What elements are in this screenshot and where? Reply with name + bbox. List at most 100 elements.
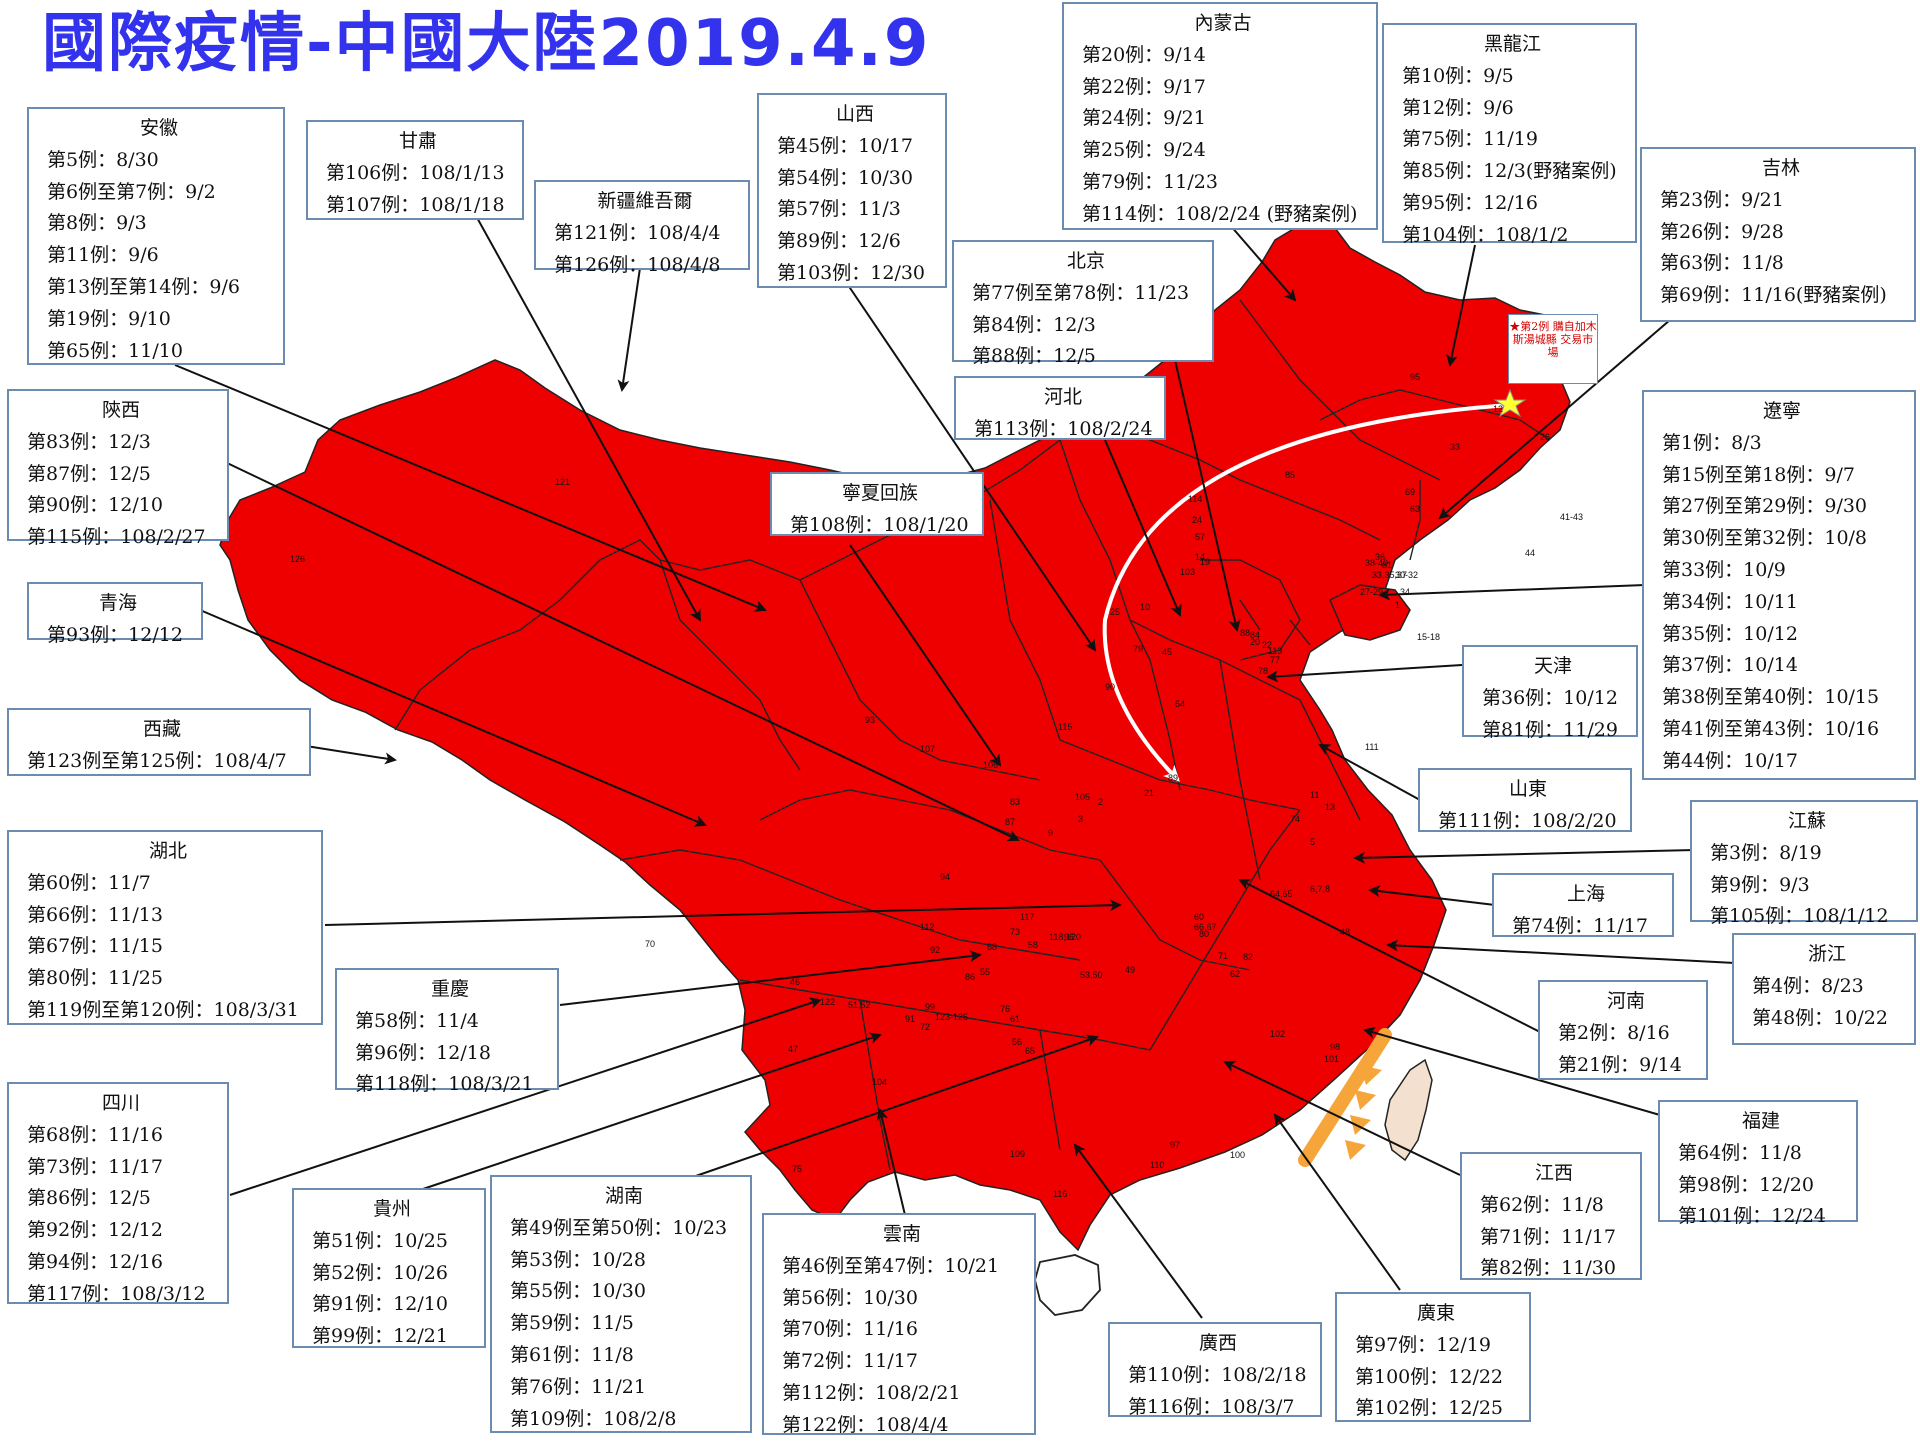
region-box-qinghai: 青海 第93例：12/12 [27, 582, 203, 646]
case-line: 第106例：108/1/13 [326, 161, 505, 184]
case-line: 第118例：108/3/21 [355, 1073, 534, 1096]
map-case-label: 48 [1340, 927, 1350, 937]
map-case-label: 64,65 [1270, 889, 1293, 899]
region-name: 黑龍江 [1483, 33, 1541, 55]
case-line: 第41例至第43例：10/16 [1662, 717, 1880, 740]
case-line: 第102例：12/25 [1355, 1397, 1504, 1420]
case-line: 第63例：11/8 [1660, 252, 1784, 275]
map-case-label: 49 [1125, 965, 1135, 975]
hainan-shape [1034, 1254, 1101, 1316]
case-line: 第99例：12/21 [312, 1325, 448, 1348]
map-case-label: 5 [1310, 837, 1315, 847]
map-case-label: 118,120 [1049, 932, 1081, 942]
region-name: 西藏 [142, 718, 181, 740]
region-box-zhejiang: 浙江 第4例：8/23 第48例：10/22 [1732, 933, 1916, 1045]
map-case-label: 68 [987, 942, 997, 952]
case-line: 第123例至第125例：108/4/7 [27, 749, 287, 772]
case-line: 第3例：8/19 [1710, 841, 1822, 864]
region-name: 貴州 [372, 1198, 411, 1220]
map-case-label: 63 [1410, 504, 1420, 514]
map-case-label: 11 [1310, 790, 1319, 800]
case-line: 第85例：12/3(野豬案例) [1402, 160, 1617, 183]
map-case-label: 54 [1175, 699, 1185, 709]
case-line: 第109例：108/2/8 [510, 1407, 677, 1430]
case-line: 第98例：12/20 [1678, 1173, 1814, 1196]
region-name: 四川 [101, 1092, 140, 1114]
case-line: 第48例：10/22 [1752, 1006, 1888, 1029]
case-line: 第55例：10/30 [510, 1280, 646, 1303]
case-line: 第115例：108/2/27 [27, 526, 206, 549]
region-box-yunnan: 雲南 第46例至第47例：10/21 第56例：10/30 第70例：11/16… [762, 1213, 1036, 1436]
map-case-label: 109 [1010, 1149, 1025, 1159]
region-name: 新疆維吾爾 [597, 190, 693, 212]
map-case-label: 81 [1382, 560, 1392, 570]
case-line: 第49例至第50例：10/23 [510, 1216, 728, 1239]
map-case-label: 83 [1010, 797, 1020, 807]
alert-arc [1298, 1028, 1392, 1167]
map-case-label: 71 [1218, 951, 1228, 961]
case-line: 第88例：12/5 [972, 345, 1096, 368]
map-case-label: 97 [1170, 1140, 1180, 1150]
case-line: 第79例：11/23 [1082, 170, 1218, 193]
case2-source-note: ★第2例 購自加木 斯湯城縣 交易市場 [1508, 314, 1598, 384]
case-line: 第93例：12/12 [47, 623, 183, 646]
map-case-label: 44 [1525, 548, 1535, 558]
case-line: 第111例：108/2/20 [1438, 809, 1617, 832]
map-case-label: 96 [1064, 932, 1074, 942]
case-line: 第100例：12/22 [1355, 1365, 1504, 1388]
map-case-label: 101 [1324, 1054, 1339, 1064]
map-case-label: 79 [1133, 644, 1143, 654]
case-line: 第36例：10/12 [1482, 686, 1618, 709]
region-name: 浙江 [1807, 943, 1846, 965]
map-case-label: 126 [290, 554, 305, 564]
map-case-label: 122 [820, 997, 835, 1007]
case-line: 第8例：9/3 [47, 212, 147, 235]
map-case-label: 76 [1000, 1004, 1010, 1014]
region-name: 山東 [1508, 778, 1547, 800]
region-name: 廣東 [1416, 1302, 1455, 1324]
region-name: 天津 [1533, 655, 1572, 677]
region-box-guangdong: 廣東 第97例：12/19 第100例：12/22 第102例：12/25 [1335, 1292, 1531, 1422]
case-line: 第53例：10/28 [510, 1248, 646, 1271]
case-line: 第89例：12/6 [777, 230, 901, 253]
map-case-label: 33,35,37 [1372, 570, 1407, 580]
map-case-label: 13 [1325, 802, 1335, 812]
region-box-tibet: 西藏 第123例至第125例：108/4/7 [7, 708, 311, 776]
case-line: 第104例：108/1/2 [1402, 223, 1569, 246]
case-line: 第60例：11/7 [27, 871, 151, 894]
region-name: 福建 [1741, 1110, 1780, 1132]
region-box-shandong: 山東 第111例：108/2/20 [1418, 768, 1632, 832]
map-case-label: 62 [1230, 969, 1240, 979]
region-box-shanghai: 上海 第74例：11/17 [1492, 873, 1674, 937]
region-box-liaoning: 遼寧 第1例：8/3 第15例至第18例：9/7 第27例至第29例：9/30 … [1642, 390, 1916, 780]
map-case-label: 19 [1200, 557, 1210, 567]
map-case-label: 115 [1058, 722, 1072, 732]
map-case-label: 88 [1240, 628, 1250, 638]
case-line: 第112例：108/2/21 [782, 1381, 961, 1404]
case-line: 第65例：11/10 [47, 339, 183, 362]
map-case-label: 58 [1028, 940, 1038, 950]
map-case-label: 75 [792, 1164, 802, 1174]
case-line: 第44例：10/17 [1662, 749, 1798, 772]
case-line: 第64例：11/8 [1678, 1141, 1802, 1164]
case-line: 第22例：9/17 [1082, 75, 1206, 98]
map-case-label: 55 [980, 967, 990, 977]
case-line: 第113例：108/2/24 [974, 417, 1153, 440]
case-line: 第116例：108/3/7 [1128, 1395, 1295, 1418]
case-line: 第61例：11/8 [510, 1343, 634, 1366]
page-title: 國際疫情-中國大陸2019.4.9 [42, 7, 931, 81]
map-case-label: 110 [1150, 1160, 1164, 1170]
map-case-label: 86 [965, 972, 975, 982]
map-case-label: 106 [983, 760, 998, 770]
map-case-label: 3 [1078, 814, 1083, 824]
map-case-label: 14 [1195, 552, 1205, 562]
case-line: 第110例：108/2/18 [1128, 1363, 1307, 1386]
case-line: 第80例：11/25 [27, 967, 163, 990]
case-line: 第9例：9/3 [1710, 873, 1810, 896]
case-line: 第19例：9/10 [47, 307, 171, 330]
map-case-label: 105 [1075, 792, 1090, 802]
map-case-label: 2 [1098, 797, 1103, 807]
case-line: 第68例：11/16 [27, 1123, 163, 1146]
map-case-label: 9 [1048, 828, 1053, 838]
case-line: 第87例：12/5 [27, 462, 151, 485]
